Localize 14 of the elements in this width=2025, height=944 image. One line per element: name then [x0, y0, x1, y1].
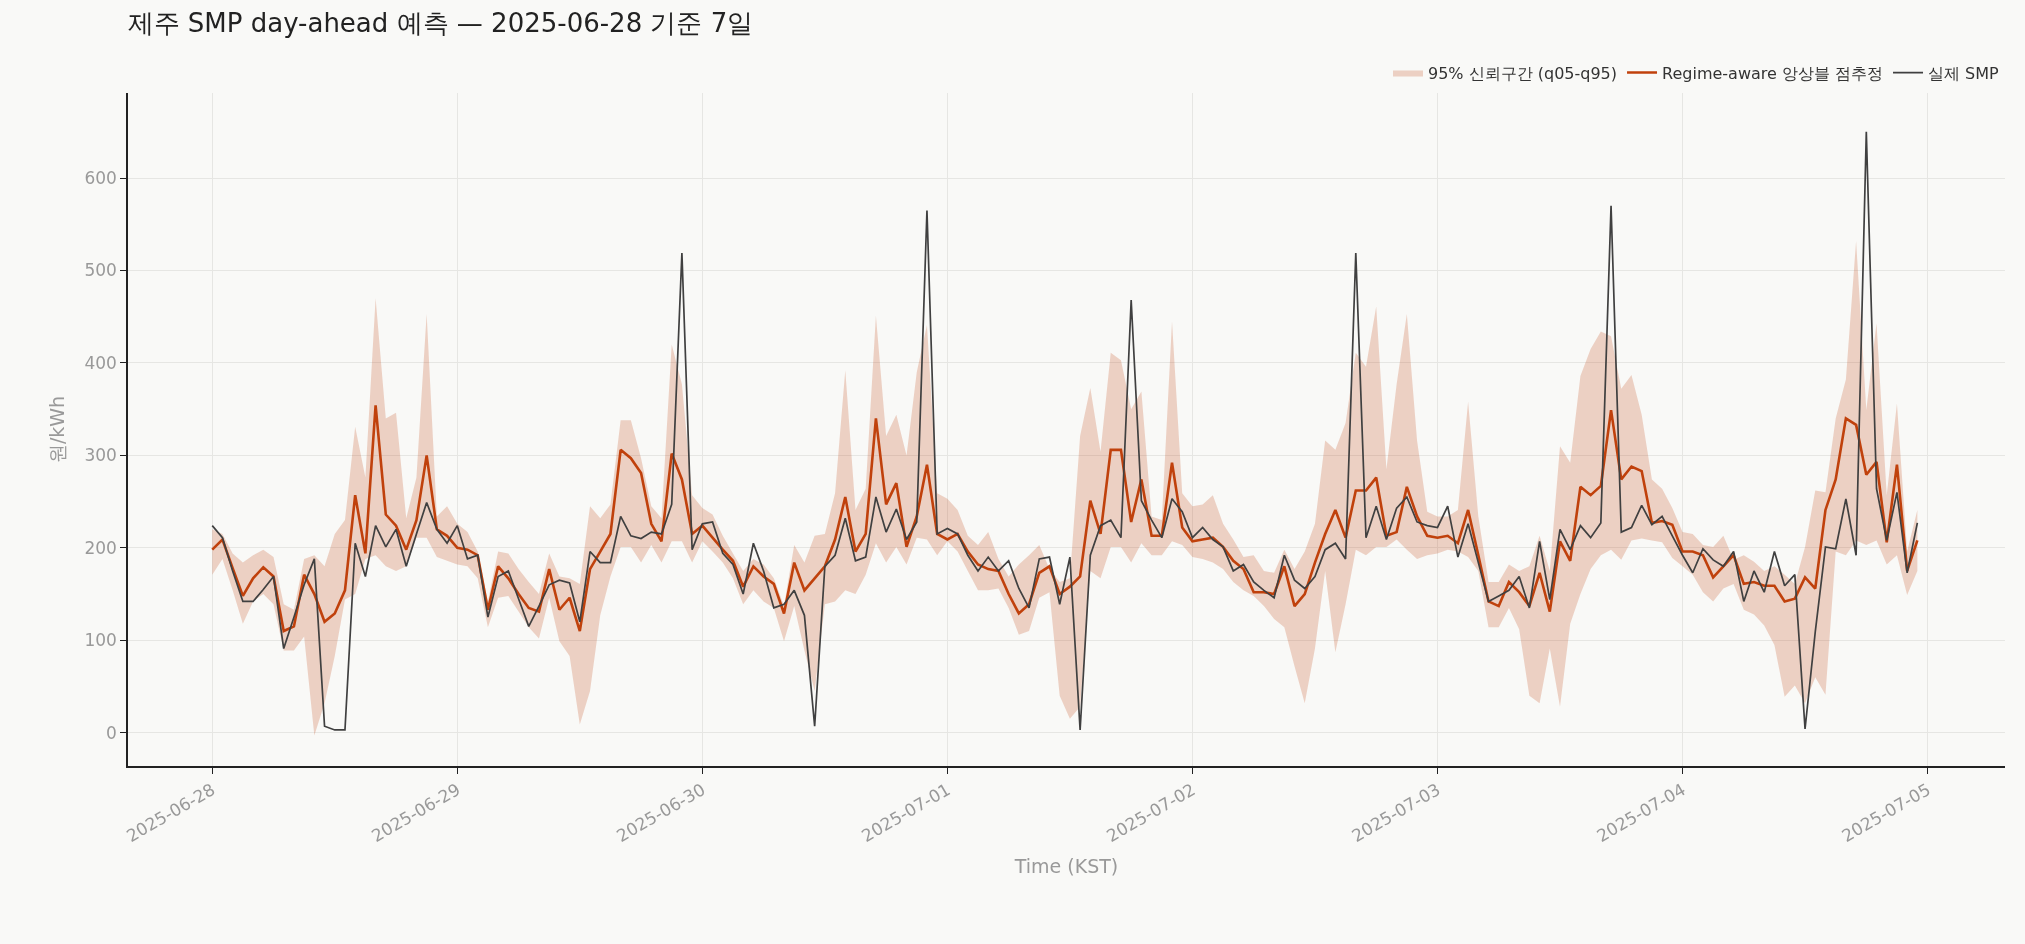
y-tick-label: 500: [84, 260, 117, 281]
y-tick-label: 300: [84, 445, 117, 466]
chart-title: 제주 SMP day-ahead 예측 — 2025-06-28 기준 7일: [127, 8, 754, 39]
legend-label: 실제 SMP: [1928, 63, 2000, 83]
y-tick-label: 400: [84, 352, 117, 373]
y-tick-label: 0: [106, 722, 117, 743]
y-tick-label: 100: [84, 630, 117, 651]
x-axis-title: Time (KST): [1013, 855, 1119, 878]
y-axis-title: 원/kWh: [45, 395, 68, 464]
y-tick-label: 200: [84, 537, 117, 558]
text: 95% 신뢰구간 (q05-q95): [1428, 63, 1618, 83]
line-series: [211, 130, 1919, 731]
y-tick-label: 600: [84, 168, 117, 188]
legend-label: Regime-aware 앙상블 점추정: [1662, 63, 1884, 83]
